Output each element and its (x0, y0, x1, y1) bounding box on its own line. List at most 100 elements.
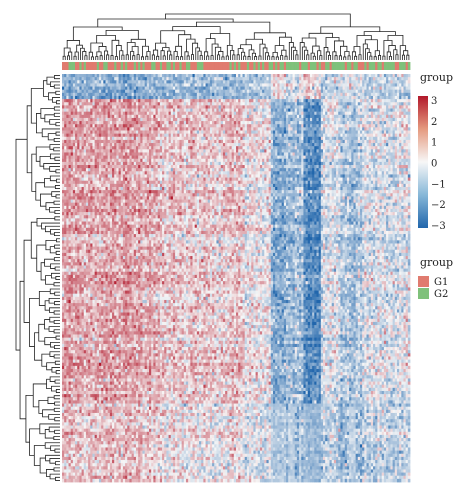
column-dendrogram-branch (107, 55, 109, 60)
column-dendrogram-branch (254, 57, 256, 60)
row-dendrogram-branch (54, 107, 60, 110)
row-dendrogram-branch (56, 336, 60, 339)
row-dendrogram-branch (54, 320, 60, 323)
row-dendrogram-branch (56, 170, 60, 173)
column-dendrogram-branch (359, 55, 361, 60)
column-dendrogram (63, 14, 409, 60)
row-dendrogram-branch (40, 156, 50, 166)
row-dendrogram-branch (55, 211, 60, 214)
column-dendrogram-branch (403, 51, 407, 56)
column-dendrogram-branch (67, 40, 79, 48)
column-dendrogram-branch (115, 56, 117, 60)
heatmap-cell (408, 83, 411, 87)
column-dendrogram-branch (275, 46, 284, 53)
row-dendrogram-branch (54, 345, 60, 348)
row-dendrogram-branch (55, 217, 60, 220)
column-dendrogram-branch (313, 46, 320, 53)
row-dendrogram-branch (16, 139, 27, 350)
column-dendrogram-branch (222, 57, 224, 60)
heatmap-cell (408, 90, 411, 94)
row-dendrogram-branch (55, 477, 60, 480)
heatmap-cell (408, 74, 411, 78)
row-dendrogram-branch (55, 361, 60, 364)
row-dendrogram-branch (51, 386, 60, 391)
column-dendrogram-branch (112, 40, 119, 55)
column-dendrogram-branch (122, 55, 124, 60)
row-dendrogram (16, 76, 60, 481)
column-dendrogram-branch (407, 55, 409, 60)
heatmap-cell (408, 115, 411, 119)
column-dendrogram-branch (254, 33, 285, 39)
column-dendrogram-branch (170, 55, 172, 60)
row-dendrogram-branch (47, 363, 56, 370)
row-dendrogram-branch (50, 145, 60, 150)
row-dendrogram-branch (54, 396, 60, 399)
column-dendrogram-branch (167, 51, 170, 60)
column-dendrogram-branch (384, 41, 392, 57)
row-dendrogram-branch (56, 123, 60, 126)
column-dendrogram-branch (364, 32, 395, 36)
column-dendrogram-branch (196, 22, 269, 33)
row-dendrogram-branch (50, 458, 60, 463)
column-dendrogram-branch (259, 56, 261, 60)
row-dendrogram-branch (54, 436, 60, 439)
row-dendrogram-branch (20, 281, 26, 418)
column-dendrogram-branch (146, 56, 148, 60)
column-dendrogram-branch (233, 55, 235, 60)
row-dendrogram-branch (55, 430, 60, 433)
column-dendrogram-branch (181, 57, 183, 60)
row-dendrogram-branch (56, 132, 60, 135)
column-dendrogram-branch (339, 56, 341, 60)
row-dendrogram-branch (56, 239, 60, 242)
column-dendrogram-branch (100, 56, 102, 60)
row-dendrogram-branch (55, 245, 60, 248)
column-dendrogram-branch (165, 14, 350, 27)
heatmap-cell (408, 99, 411, 103)
row-dendrogram-branch (54, 201, 60, 204)
column-dendrogram-branch (389, 45, 396, 52)
row-dendrogram-branch (54, 302, 60, 305)
row-dendrogram-branch (36, 147, 50, 161)
row-dendrogram-branch (43, 81, 48, 97)
column-dendrogram-branch (153, 50, 157, 56)
row-dendrogram-branch (56, 371, 60, 374)
heatmap-cell (408, 137, 411, 141)
heatmap-cell (408, 121, 411, 125)
row-dendrogram-branch (54, 76, 60, 79)
row-dendrogram-branch (45, 276, 54, 285)
row-dendrogram-branch (49, 327, 60, 332)
row-dendrogram-branch (48, 397, 55, 403)
row-dendrogram-branch (56, 389, 60, 392)
column-dendrogram-branch (357, 35, 371, 46)
column-dendrogram-branch (174, 52, 177, 60)
row-dendrogram-branch (56, 101, 60, 104)
column-dendrogram-branch (326, 37, 339, 47)
column-dendrogram-branch (370, 56, 372, 60)
column-dendrogram-branch (326, 52, 329, 60)
row-dendrogram-branch (54, 283, 60, 286)
column-dendrogram-branch (248, 56, 250, 60)
column-dendrogram-branch (237, 55, 239, 60)
column-dendrogram-branch (74, 56, 76, 60)
column-dendrogram-branch (91, 57, 93, 60)
heatmap-cell (408, 105, 411, 109)
row-dendrogram-branch (51, 446, 60, 451)
column-dendrogram-branch (179, 35, 191, 47)
row-dendrogram-branch (55, 418, 60, 421)
row-dendrogram-branch (54, 258, 60, 261)
annotation-cell (408, 62, 411, 70)
column-dendrogram-branch (173, 27, 220, 34)
row-dendrogram-branch (50, 247, 56, 253)
row-dendrogram-branch (31, 222, 37, 258)
column-dendrogram-branch (219, 51, 223, 56)
column-dendrogram-branch (67, 56, 69, 60)
row-dendrogram-branch (55, 267, 60, 270)
column-dendrogram-branch (352, 52, 355, 60)
heatmap-cell (408, 127, 411, 131)
heatmap-cell (408, 77, 411, 81)
row-dendrogram-branch (39, 400, 48, 413)
column-dendrogram-branch (268, 56, 270, 60)
column-dendrogram-branch (285, 56, 287, 60)
row-dendrogram-branch (50, 289, 60, 294)
row-dendrogram-branch (56, 276, 60, 279)
